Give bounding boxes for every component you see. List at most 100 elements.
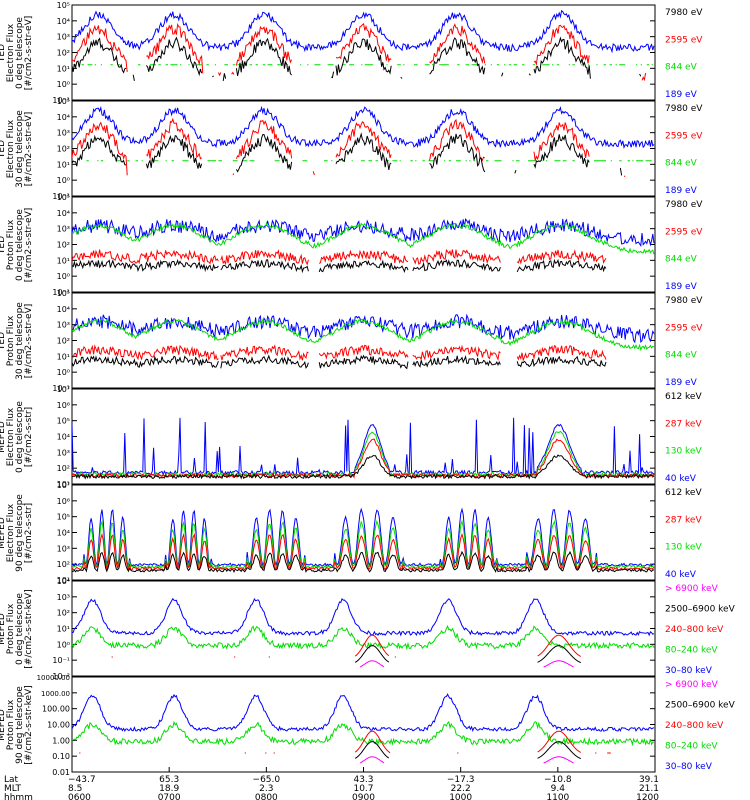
y-tick-label: 100.00 xyxy=(42,705,70,714)
y-tick-label: 10⁻¹ xyxy=(52,288,70,297)
series-green xyxy=(72,519,655,570)
y-tick-label: 0.10 xyxy=(52,752,70,761)
panel-traces xyxy=(72,9,654,81)
legend-entry: 2595 eV xyxy=(665,227,703,237)
legend-entry: 30–80 keV xyxy=(665,762,713,772)
y-tick-label: 10³ xyxy=(57,448,70,457)
panel-frame xyxy=(71,196,656,293)
x-tick-mlt: 8.5 xyxy=(68,784,82,794)
y-tick-label: 10⁵ xyxy=(57,513,70,522)
panel-traces xyxy=(72,507,655,573)
legend-entry: 612 keV xyxy=(665,488,702,498)
y-axis-label-line: 0 deg telescope xyxy=(15,401,25,473)
y-tick-label: 10000.00 xyxy=(37,674,70,682)
legend-entry: 844 eV xyxy=(665,255,698,265)
y-tick-label: 10⁴ xyxy=(57,305,70,314)
x-tick-lat: 43.3 xyxy=(353,775,373,785)
y-axis-label-line: TED xyxy=(0,236,7,255)
panel-2: 10⁻¹ 10⁰ 10¹ 10² 10³ 10⁴ 10⁵ TEDElectron Flux30… xyxy=(0,97,703,201)
series-black xyxy=(72,258,607,274)
y-axis-label-line: Electron Flux xyxy=(6,119,16,178)
panel-traces xyxy=(72,313,655,370)
panel-frame xyxy=(71,100,656,197)
x-tick-hhmm: 1100 xyxy=(546,793,569,800)
y-tick-label: 10⁵ xyxy=(57,417,70,426)
y-tick-label: 10¹ xyxy=(57,576,70,585)
legend-entry: 40 keV xyxy=(665,570,697,580)
y-axis-label-line: 90 deg telescope xyxy=(15,686,25,764)
x-tick-mlt: 2.3 xyxy=(259,784,273,794)
x-row-label: hhmm xyxy=(4,793,33,800)
x-tick-hhmm: 0600 xyxy=(68,793,91,800)
legend-entry: 189 eV xyxy=(665,378,698,388)
legend-entry: > 6900 keV xyxy=(665,584,719,594)
legend-entry: 80–240 keV xyxy=(665,742,718,752)
x-tick-lat: 65.3 xyxy=(159,775,179,785)
y-axis-label-line: 0 deg telescope xyxy=(15,209,25,281)
legend-entry: 612 keV xyxy=(665,392,702,402)
y-tick-label: 10⁰ xyxy=(57,176,70,185)
y-tick-label: 10² xyxy=(57,337,70,346)
panel-frame xyxy=(71,580,656,677)
y-tick-label: 10⁴ xyxy=(57,209,70,218)
series-black xyxy=(72,550,655,573)
series-red xyxy=(72,24,654,81)
x-tick-lat: 39.1 xyxy=(639,775,659,785)
y-tick-label: 10⁰ xyxy=(57,80,70,89)
x-tick-lat: −17.3 xyxy=(447,775,475,785)
x-row-label: MLT xyxy=(4,784,22,794)
y-axis-label-line: TED xyxy=(0,332,7,351)
y-tick-label: 10² xyxy=(57,609,70,618)
panel-frame xyxy=(71,676,656,773)
series-green xyxy=(72,221,655,255)
legend-entry: 844 eV xyxy=(665,63,698,73)
y-axis-label-line: MEPED xyxy=(0,613,7,645)
y-axis-label-line: Proton Flux xyxy=(6,219,16,270)
series-green xyxy=(72,430,655,478)
x-tick-mlt: 21.1 xyxy=(639,784,659,794)
x-tick-lat: −65.0 xyxy=(253,775,281,785)
panel-6: 10¹ 10² 10³ 10⁴ 10⁵ 10⁶ 10⁷ MEPEDElectron Flux9… xyxy=(0,481,702,585)
legend-entry: 189 eV xyxy=(665,282,698,292)
series-blue xyxy=(72,417,655,477)
y-tick-label: 10⁴ xyxy=(57,113,70,122)
panel-frame xyxy=(71,4,656,101)
y-tick-label: 10² xyxy=(57,560,70,569)
y-axis-label-line: [#/cm2-s-str-eV] xyxy=(24,208,34,283)
y-tick-label: 10⁵ xyxy=(57,1,70,10)
y-axis-label-line: TED xyxy=(0,140,7,159)
panel-traces xyxy=(72,693,655,764)
series-blue xyxy=(72,105,655,150)
series-blue xyxy=(72,313,655,344)
y-tick-label: 10² xyxy=(57,49,70,58)
series-black xyxy=(72,454,655,480)
y-axis-label-line: 30 deg telescope xyxy=(15,110,25,188)
panel-7: 10⁻² 10⁻¹ 10⁰ 10¹ 10² 10³ 10⁴ MEPEDProton Flux0… xyxy=(0,577,736,681)
y-tick-label: 10⁵ xyxy=(57,289,70,298)
x-tick-hhmm: 1200 xyxy=(636,793,659,800)
y-tick-label: 10⁵ xyxy=(57,97,70,106)
y-tick-label: 10² xyxy=(57,145,70,154)
y-axis-label: TEDElectron Flux30 deg telescope[#/cm2-s… xyxy=(0,110,34,188)
y-tick-label: 1.00 xyxy=(52,736,70,745)
legend-entry: 7980 eV xyxy=(665,200,703,210)
y-tick-label: 10⁻² xyxy=(52,672,70,681)
y-axis-label: MEPEDElectron Flux90 deg telescope[#/cm2… xyxy=(0,494,34,572)
legend-entry: 287 keV xyxy=(665,515,702,525)
y-axis-label-line: Proton Flux xyxy=(6,315,16,366)
legend-entry: 844 eV xyxy=(665,351,698,361)
y-axis-label-line: MEPED xyxy=(0,517,7,549)
panel-traces xyxy=(72,105,655,176)
series-blue xyxy=(72,597,655,637)
y-axis-label-line: [#/cm2-s-str-eV] xyxy=(24,112,34,187)
series-red xyxy=(72,248,607,266)
legend-entry: 844 eV xyxy=(665,159,698,169)
y-axis-label-line: 90 deg telescope xyxy=(15,494,25,572)
y-tick-label: 10⁴ xyxy=(57,433,70,442)
y-axis-label: TEDProton Flux30 deg telescope[#/cm2-s-s… xyxy=(0,302,34,380)
y-tick-label: 10⁷ xyxy=(57,481,70,490)
y-axis-label-line: [#/cm2-s-str-eV] xyxy=(24,304,34,379)
